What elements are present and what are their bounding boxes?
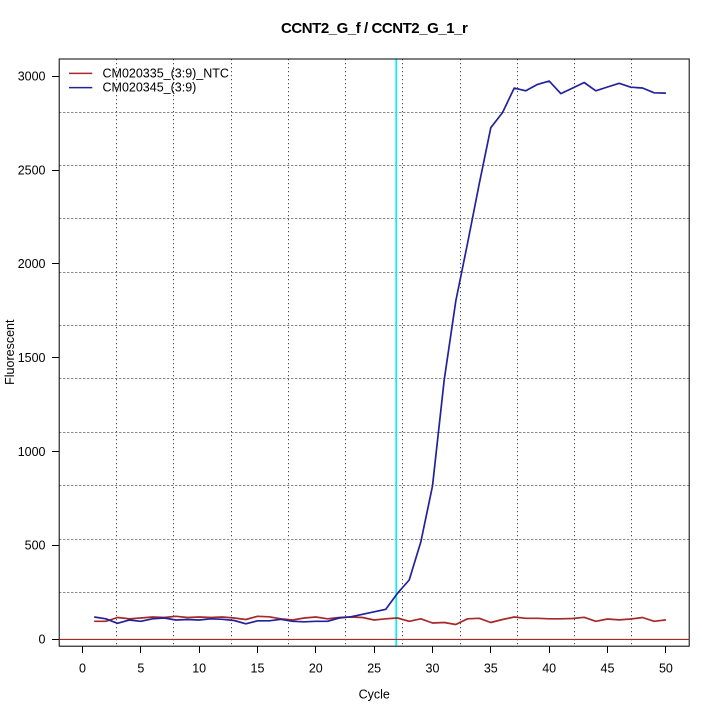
- svg-text:45: 45: [601, 661, 615, 675]
- svg-text:Cycle: Cycle: [359, 688, 390, 702]
- svg-text:1000: 1000: [18, 445, 46, 459]
- svg-text:25: 25: [367, 661, 381, 675]
- svg-text:500: 500: [25, 539, 46, 553]
- svg-text:10: 10: [192, 661, 206, 675]
- svg-text:1500: 1500: [18, 351, 46, 365]
- svg-text:CM020345_(3:9): CM020345_(3:9): [103, 81, 197, 95]
- svg-text:40: 40: [542, 661, 556, 675]
- svg-text:35: 35: [484, 661, 498, 675]
- svg-text:2500: 2500: [18, 164, 46, 178]
- svg-text:50: 50: [659, 661, 673, 675]
- svg-text:15: 15: [251, 661, 265, 675]
- svg-text:Fluorescent: Fluorescent: [3, 319, 17, 385]
- svg-text:30: 30: [426, 661, 440, 675]
- svg-text:3000: 3000: [18, 70, 46, 84]
- svg-text:0: 0: [39, 632, 46, 646]
- svg-text:5: 5: [137, 661, 144, 675]
- svg-text:CM020335_(3:9)_NTC: CM020335_(3:9)_NTC: [103, 66, 229, 80]
- svg-text:0: 0: [79, 661, 86, 675]
- svg-text:CCNT2_G_f / CCNT2_G_1_r: CCNT2_G_f / CCNT2_G_1_r: [281, 20, 468, 37]
- svg-text:20: 20: [309, 661, 323, 675]
- svg-text:2000: 2000: [18, 257, 46, 271]
